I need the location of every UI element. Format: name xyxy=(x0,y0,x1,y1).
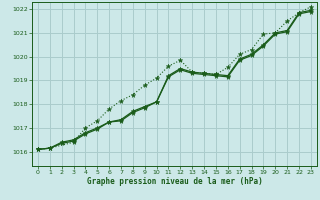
X-axis label: Graphe pression niveau de la mer (hPa): Graphe pression niveau de la mer (hPa) xyxy=(86,177,262,186)
